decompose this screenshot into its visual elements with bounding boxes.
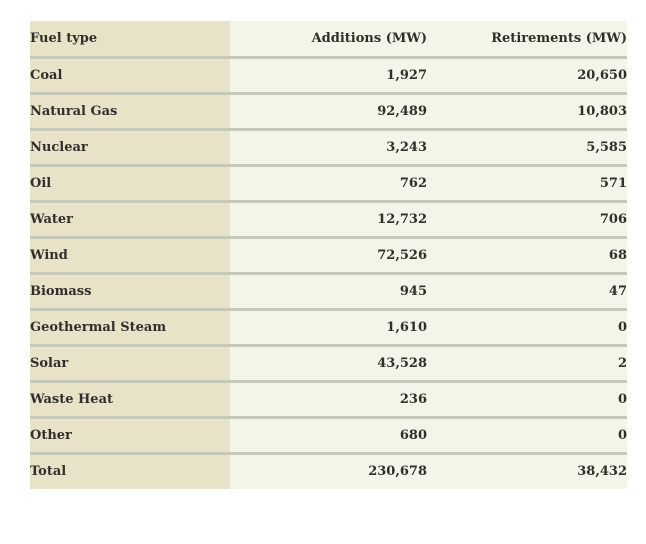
table-row: Biomass 945 47 (30, 271, 627, 309)
additions-cell: 236 (230, 379, 427, 417)
table-row: Geothermal Steam 1,610 0 (30, 307, 627, 345)
retirements-cell: 2 (427, 343, 627, 381)
additions-cell: 680 (230, 415, 427, 453)
additions-cell: 92,489 (230, 91, 427, 129)
retirements-cell: 0 (427, 379, 627, 417)
additions-cell: 1,610 (230, 307, 427, 345)
fuel-type-cell: Oil (30, 163, 230, 201)
retirements-cell: 5,585 (427, 127, 627, 165)
additions-cell: 230,678 (230, 451, 427, 489)
table-row: Wind 72,526 68 (30, 235, 627, 273)
fuel-type-cell: Wind (30, 235, 230, 273)
retirements-cell: 38,432 (427, 451, 627, 489)
additions-cell: 1,927 (230, 55, 427, 93)
fuel-type-cell: Other (30, 415, 230, 453)
additions-cell: 12,732 (230, 199, 427, 237)
retirements-cell: 571 (427, 163, 627, 201)
fuel-type-cell: Waste Heat (30, 379, 230, 417)
fuel-type-cell: Geothermal Steam (30, 307, 230, 345)
additions-cell: 72,526 (230, 235, 427, 273)
table-row: Other 680 0 (30, 415, 627, 453)
retirements-cell: 10,803 (427, 91, 627, 129)
fuel-type-cell: Biomass (30, 271, 230, 309)
column-header-additions-mw: Additions (MW) (230, 21, 427, 57)
fuel-type-cell: Total (30, 451, 230, 489)
fuel-type-cell: Water (30, 199, 230, 237)
column-header-fuel-type: Fuel type (30, 21, 230, 57)
fuel-type-cell: Solar (30, 343, 230, 381)
table-row: Waste Heat 236 0 (30, 379, 627, 417)
header-row: Fuel type Additions (MW) Retirements (MW… (30, 21, 627, 57)
fuel-type-cell: Natural Gas (30, 91, 230, 129)
retirements-cell: 20,650 (427, 55, 627, 93)
additions-cell: 3,243 (230, 127, 427, 165)
retirements-cell: 0 (427, 415, 627, 453)
table-row: Water 12,732 706 (30, 199, 627, 237)
table-row: Nuclear 3,243 5,585 (30, 127, 627, 165)
additions-cell: 945 (230, 271, 427, 309)
retirements-cell: 706 (427, 199, 627, 237)
table-row: Natural Gas 92,489 10,803 (30, 91, 627, 129)
table-row: Oil 762 571 (30, 163, 627, 201)
retirements-cell: 47 (427, 271, 627, 309)
fuel-additions-retirements-table: Fuel type Additions (MW) Retirements (MW… (30, 21, 627, 489)
retirements-cell: 0 (427, 307, 627, 345)
additions-cell: 43,528 (230, 343, 427, 381)
retirements-cell: 68 (427, 235, 627, 273)
additions-cell: 762 (230, 163, 427, 201)
fuel-type-cell: Coal (30, 55, 230, 93)
table-row: Solar 43,528 2 (30, 343, 627, 381)
table-row: Coal 1,927 20,650 (30, 55, 627, 93)
column-header-retirements-mw: Retirements (MW) (427, 21, 627, 57)
fuel-type-cell: Nuclear (30, 127, 230, 165)
total-row: Total 230,678 38,432 (30, 451, 627, 489)
